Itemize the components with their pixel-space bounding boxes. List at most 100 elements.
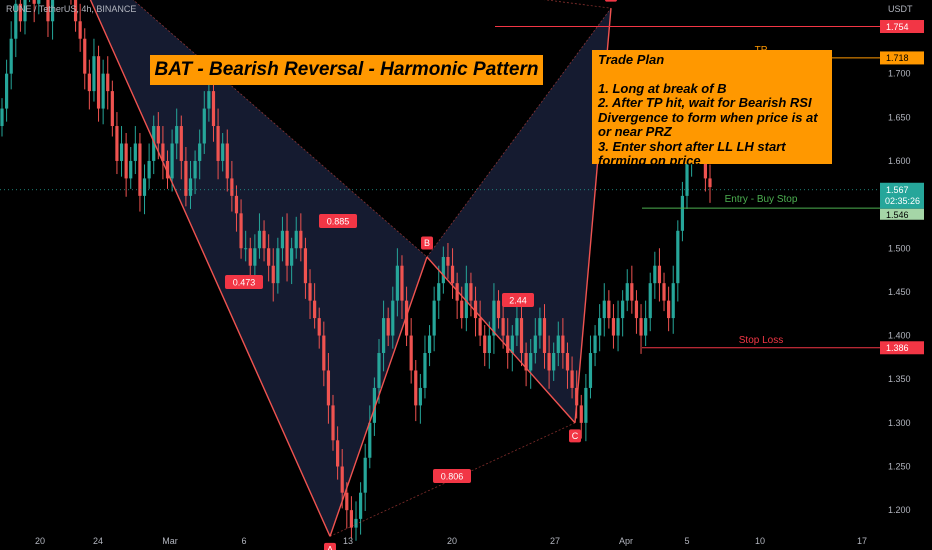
candle-body — [579, 405, 583, 423]
candle-body — [119, 143, 124, 161]
candle-body — [570, 370, 574, 388]
candle-body — [469, 283, 473, 301]
candle-body — [630, 283, 634, 301]
level-label: Entry - Buy Stop — [725, 194, 798, 205]
candle-body — [175, 126, 179, 144]
pattern-ratio-line — [329, 422, 576, 537]
y-tick-label: 1.300 — [888, 418, 911, 428]
candle-body — [83, 38, 87, 74]
candle-body — [142, 178, 147, 196]
currency-label: USDT — [888, 4, 913, 14]
candle-body — [239, 213, 243, 249]
candle-body — [515, 318, 519, 336]
chart-title: BAT - Bearish Reversal - Harmonic Patter… — [150, 55, 543, 85]
x-tick-label: 10 — [755, 536, 765, 546]
candle-body — [519, 318, 524, 354]
candle-body — [644, 318, 648, 336]
candle-body — [50, 0, 55, 22]
x-tick-label: 20 — [447, 536, 457, 546]
y-tick-label: 1.200 — [888, 505, 911, 515]
ratio-label-bg — [502, 293, 534, 307]
candle-body — [18, 3, 22, 22]
candle-body — [221, 143, 225, 161]
candle-body — [336, 440, 340, 467]
candle-body — [253, 248, 257, 266]
candle-body — [280, 230, 285, 249]
candle-body — [101, 73, 105, 109]
x-tick-label: 20 — [35, 536, 45, 546]
candle-body — [234, 195, 239, 214]
y-tick-label: 1.700 — [888, 69, 911, 79]
candle-body — [46, 0, 50, 22]
candle-body — [662, 283, 666, 301]
candle-body — [161, 143, 165, 161]
y-tick-label: 1.350 — [888, 374, 911, 384]
x-tick-label: 5 — [684, 536, 689, 546]
pattern-ratio-line — [132, 0, 428, 258]
candle-body — [538, 318, 542, 336]
candle-body — [262, 230, 266, 249]
candle-body — [708, 178, 712, 188]
countdown-tag: 02:35:26 — [885, 196, 920, 206]
trade-plan-step-2: 2. After TP hit, wait for Bearish RSI Di… — [598, 95, 818, 139]
candle-body — [32, 0, 36, 4]
price-axis[interactable]: USDT2.2502.2002.1502.1002.0502.0001.9501… — [880, 0, 924, 550]
ratio-label: 2.44 — [509, 296, 527, 306]
candle-body — [533, 335, 537, 354]
candle-body — [561, 335, 565, 354]
candle-body — [129, 160, 133, 179]
candle-body — [372, 387, 376, 423]
candle-body — [340, 466, 344, 493]
entry-tag: 1.546 — [886, 210, 909, 220]
pattern-leg — [426, 256, 576, 424]
y-tick-label: 1.600 — [888, 156, 911, 166]
candle-body — [179, 126, 183, 161]
ratio-label: 0.885 — [327, 217, 350, 227]
candle-body — [290, 248, 294, 266]
candle-body — [106, 73, 110, 92]
ratio-label-bg — [433, 469, 471, 483]
candle-body — [496, 300, 501, 319]
x-tick-label: 24 — [93, 536, 103, 546]
y-tick-label: 1.250 — [888, 462, 911, 472]
x-tick-label: 17 — [857, 536, 867, 546]
candle-body — [529, 353, 533, 371]
candle-body — [593, 335, 597, 354]
candle-body — [331, 405, 335, 441]
candle-body — [313, 300, 317, 319]
candle-body — [285, 230, 289, 266]
candle-body — [368, 422, 372, 458]
level-label: Stop Loss — [739, 335, 783, 346]
candle-body — [156, 126, 160, 144]
candle-body — [487, 335, 491, 354]
candle-body — [202, 108, 206, 144]
candle-body — [0, 108, 4, 127]
ratio-label: 0.806 — [441, 472, 464, 482]
candle-body — [450, 265, 455, 284]
pattern-triangle-bcd — [427, 8, 611, 423]
candle-body — [524, 353, 528, 371]
x-tick-label: 6 — [241, 536, 246, 546]
candle-body — [4, 73, 9, 109]
candle-body — [225, 143, 229, 179]
candle-body — [506, 335, 510, 354]
last-price-tag-bg — [880, 182, 924, 209]
candle-body — [446, 256, 450, 266]
candle-body — [552, 353, 556, 371]
candle-body — [634, 300, 639, 319]
candle-body — [676, 230, 680, 284]
candle-body — [653, 265, 657, 284]
candle-body — [616, 318, 620, 336]
time-axis[interactable]: 20 24 Mar 6 13 20 27 Apr 5 10 17 — [35, 536, 867, 546]
candle-body — [437, 283, 441, 301]
pattern-point-a-bg — [324, 542, 336, 550]
candle-body — [501, 318, 505, 336]
y-tick-label: 1.150 — [888, 549, 911, 550]
candle-body — [188, 178, 193, 196]
candle-body — [349, 510, 354, 528]
candle-body — [363, 457, 367, 493]
candle-body — [358, 492, 363, 519]
candle-body — [432, 300, 436, 336]
candle-body — [14, 3, 18, 39]
candle-body — [621, 300, 625, 319]
